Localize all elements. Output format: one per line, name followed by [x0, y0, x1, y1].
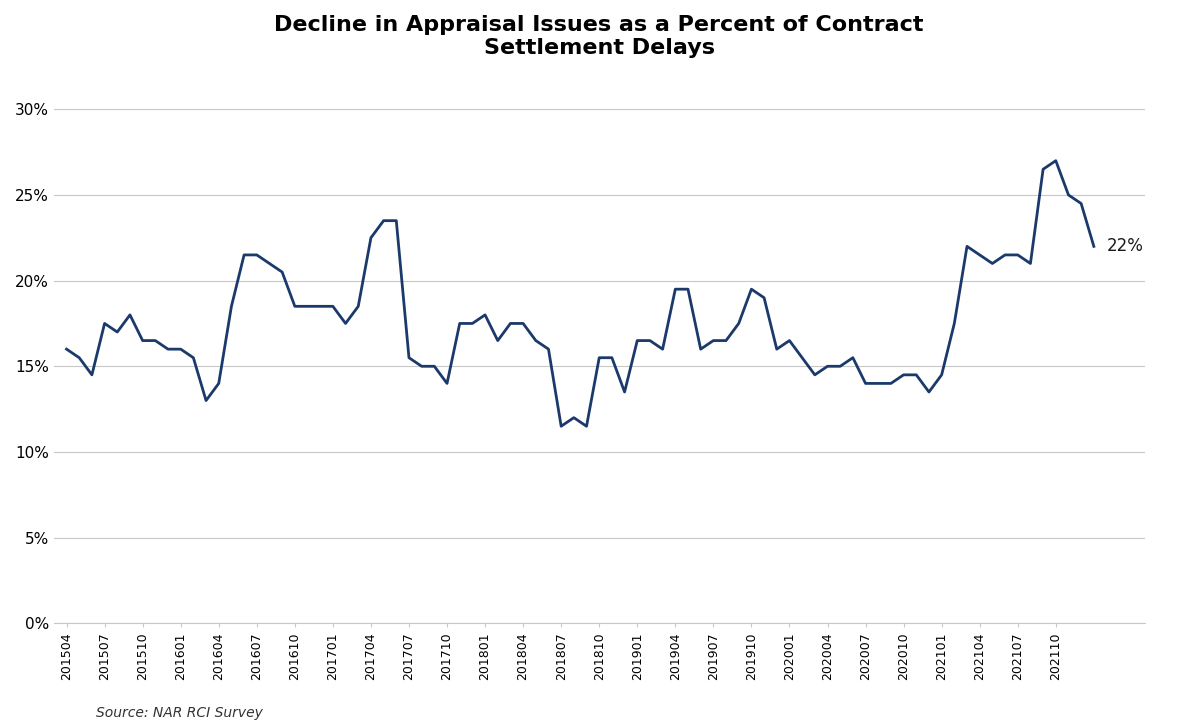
Text: 22%: 22% [1106, 237, 1144, 256]
Title: Decline in Appraisal Issues as a Percent of Contract
Settlement Delays: Decline in Appraisal Issues as a Percent… [275, 15, 924, 58]
Text: Source: NAR RCI Survey: Source: NAR RCI Survey [96, 706, 263, 720]
